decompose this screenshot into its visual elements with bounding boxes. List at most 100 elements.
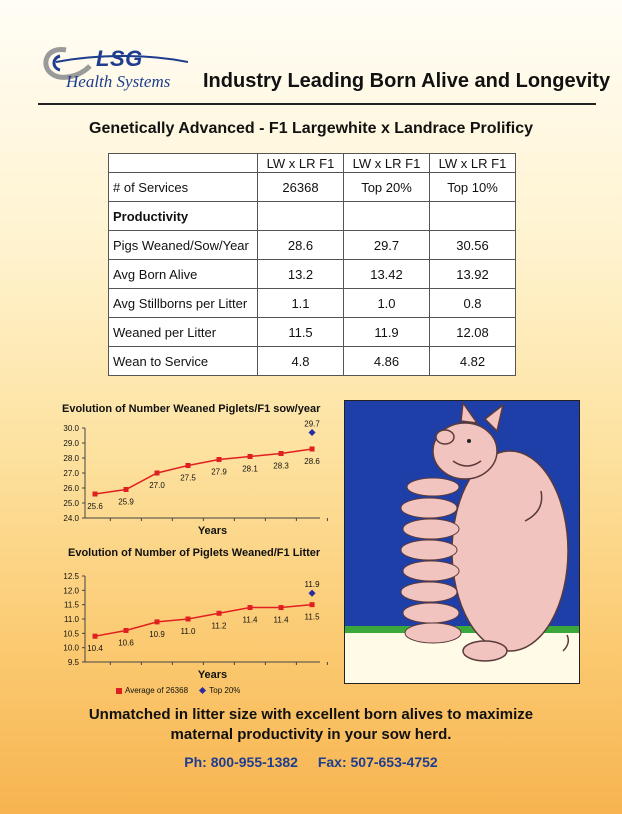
data-point-average — [185, 463, 191, 468]
data-point-average — [216, 610, 222, 616]
lsg-logo: LSG Health Systems — [38, 40, 188, 100]
table-cell: 30.56 — [429, 230, 516, 260]
table-row: # of Services 26368 Top 20% Top 10% — [108, 172, 516, 202]
y-tick-label: 26.0 — [63, 484, 79, 493]
table-cell: 12.08 — [429, 317, 516, 347]
y-tick-label: 11.0 — [64, 615, 80, 624]
table-header-row: LW x LR F1 LW x LR F1 LW x LR F1 — [108, 153, 516, 173]
data-point-top20 — [308, 428, 316, 437]
data-label-average: 11.4 — [243, 616, 259, 625]
data-point-average — [154, 619, 160, 625]
data-label-top20: 11.9 — [305, 580, 321, 589]
chart-weaned-per-sow: 30.0 29.0 28.0 27.0 26.0 25.0 24.0 25.6 25.9 27.0… — [63, 420, 328, 537]
data-label-average: 10.4 — [87, 644, 103, 653]
y-tick-label: 12.0 — [63, 586, 79, 595]
y-tick-label: 25.0 — [63, 499, 79, 508]
data-label-average: 28.1 — [242, 465, 258, 474]
y-tick-label: 9.5 — [68, 658, 80, 667]
data-label-average: 27.5 — [180, 474, 196, 483]
table-row: Productivity — [108, 201, 516, 231]
table-cell: 11.5 — [257, 317, 344, 347]
data-label-average: 11.0 — [181, 627, 197, 636]
table-row: Wean to Service 4.8 4.86 4.82 — [108, 346, 516, 376]
row-label: Weaned per Litter — [108, 317, 258, 347]
data-label-average: 27.0 — [149, 481, 165, 490]
row-label: Avg Born Alive — [108, 259, 258, 289]
table-cell: 13.92 — [429, 259, 516, 289]
y-tick-label: 27.0 — [63, 469, 79, 478]
data-label-average: 25.6 — [87, 502, 103, 511]
data-point-average — [92, 491, 98, 497]
data-label-average: 11.5 — [305, 613, 321, 622]
table-cell: 1.0 — [343, 288, 430, 318]
page-title: Industry Leading Born Alive and Longevit… — [203, 70, 611, 92]
series-line-average — [94, 603, 313, 637]
data-point-average — [247, 605, 253, 611]
column-header: LW x LR F1 — [429, 153, 516, 173]
table-cell: Top 20% — [343, 172, 430, 202]
data-label-average: 27.9 — [211, 468, 227, 477]
table-cell: 1.1 — [257, 288, 344, 318]
table-row: Avg Born Alive 13.2 13.42 13.92 — [108, 259, 516, 289]
contact-info: Ph: 800-955-1382 Fax: 507-653-4752 — [0, 754, 622, 770]
table-cell: 13.2 — [257, 259, 344, 289]
table-row: Avg Stillborns per Litter 1.1 1.0 0.8 — [108, 288, 516, 318]
data-point-average — [216, 457, 222, 462]
table-cell — [257, 201, 344, 231]
row-label: Avg Stillborns per Litter — [108, 288, 258, 318]
page-subtitle: Genetically Advanced - F1 Largewhite x L… — [89, 120, 533, 137]
header-divider — [38, 103, 596, 105]
logo-subtitle: Health Systems — [66, 72, 171, 91]
logo-lsg-text: LSG — [96, 46, 143, 71]
chart-weaned-per-litter: 12.5 12.0 11.5 11.0 10.5 10.0 9.5 10.4 10.6 10.9 1… — [63, 572, 328, 681]
data-point-average — [309, 446, 315, 452]
y-tick-label: 28.0 — [63, 454, 79, 463]
chart1-title: Evolution of Number Weaned Piglets/F1 so… — [62, 403, 321, 415]
table-header-blank — [108, 153, 258, 173]
x-axis-label: Years — [198, 669, 227, 681]
y-tick-label: 12.5 — [63, 572, 79, 581]
y-tick-label: 11.5 — [64, 601, 80, 610]
table-cell: 0.8 — [429, 288, 516, 318]
phone-number: Ph: 800-955-1382 — [184, 754, 298, 770]
data-label-average: 10.9 — [149, 630, 165, 639]
table-cell: 4.86 — [343, 346, 430, 376]
row-label: # of Services — [108, 172, 258, 202]
data-point-average — [247, 454, 253, 459]
data-point-average — [185, 616, 191, 622]
legend-top: Top 20% — [209, 686, 241, 695]
row-label: Pigs Weaned/Sow/Year — [108, 230, 258, 260]
y-tick-label: 10.5 — [63, 629, 79, 638]
legend-square-icon — [116, 687, 122, 694]
table-cell: 4.8 — [257, 346, 344, 376]
chart-legend: Average of 26368 Top 20% — [116, 686, 240, 695]
data-point-average — [309, 602, 315, 608]
table-row: Pigs Weaned/Sow/Year 28.6 29.7 30.56 — [108, 230, 516, 260]
data-point-average — [278, 451, 284, 456]
data-label-top20: 29.7 — [304, 420, 320, 429]
table-cell: 11.9 — [343, 317, 430, 347]
row-label: Productivity — [108, 201, 258, 231]
table-cell — [429, 201, 516, 231]
table-cell: 26368 — [257, 172, 344, 202]
data-point-top20 — [308, 589, 316, 597]
footer-line-2: maternal productivity in your sow herd. — [170, 726, 452, 743]
data-label-average: 11.4 — [274, 616, 290, 625]
data-label-average: 28.6 — [304, 457, 320, 466]
pig-icon — [345, 401, 579, 683]
y-tick-label: 30.0 — [63, 424, 79, 433]
table-cell: Top 10% — [429, 172, 516, 202]
fax-number: Fax: 507-653-4752 — [317, 754, 438, 770]
table-cell: 13.42 — [343, 259, 430, 289]
data-point-average — [123, 627, 129, 633]
data-point-average — [123, 487, 129, 492]
column-header: LW x LR F1 — [343, 153, 430, 173]
table-cell: 28.6 — [257, 230, 344, 260]
legend-diamond-icon — [199, 687, 207, 695]
data-label-average: 10.6 — [118, 638, 134, 647]
column-header: LW x LR F1 — [257, 153, 344, 173]
table-row: Weaned per Litter 11.5 11.9 12.08 — [108, 317, 516, 347]
legend-average: Average of 26368 — [125, 686, 189, 695]
logo-swoosh-icon — [43, 47, 188, 80]
series-line-average — [94, 448, 313, 495]
